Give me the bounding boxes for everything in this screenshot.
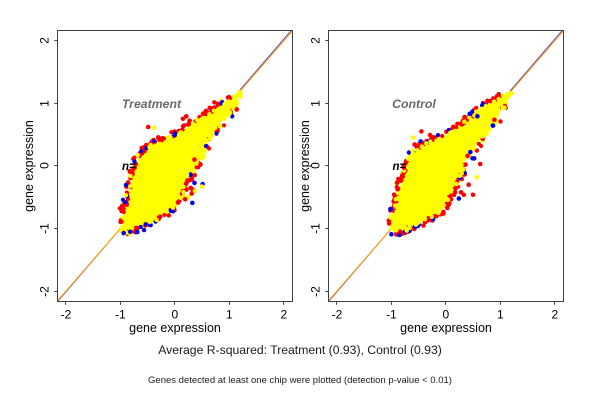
svg-text:0: 0 bbox=[38, 162, 52, 169]
svg-text:2: 2 bbox=[309, 37, 323, 44]
svg-text:n=: n= bbox=[393, 161, 407, 173]
svg-text:Average R-squared: Treatment (: Average R-squared: Treatment (0.93), Con… bbox=[158, 343, 442, 357]
svg-text:gene expression: gene expression bbox=[129, 321, 221, 335]
svg-text:gene expression: gene expression bbox=[22, 120, 36, 212]
svg-text:0: 0 bbox=[443, 308, 450, 322]
svg-text:0: 0 bbox=[172, 308, 179, 322]
svg-text:1: 1 bbox=[226, 308, 233, 322]
svg-text:gene expression: gene expression bbox=[400, 321, 492, 335]
svg-text:-1: -1 bbox=[386, 308, 397, 322]
svg-text:-2: -2 bbox=[332, 308, 343, 322]
svg-text:-2: -2 bbox=[309, 286, 323, 297]
svg-text:-2: -2 bbox=[38, 286, 52, 297]
svg-text:1: 1 bbox=[309, 100, 323, 107]
svg-text:Treatment: Treatment bbox=[122, 97, 182, 111]
svg-text:-1: -1 bbox=[309, 223, 323, 234]
svg-text:2: 2 bbox=[551, 308, 558, 322]
svg-text:1: 1 bbox=[497, 308, 504, 322]
svg-text:2: 2 bbox=[38, 37, 52, 44]
svg-text:gene expression: gene expression bbox=[298, 120, 312, 212]
svg-text:2: 2 bbox=[280, 308, 287, 322]
svg-text:-1: -1 bbox=[38, 223, 52, 234]
svg-text:1: 1 bbox=[38, 100, 52, 107]
svg-text:n=: n= bbox=[122, 161, 136, 173]
svg-text:0: 0 bbox=[309, 162, 323, 169]
svg-text:Control: Control bbox=[392, 97, 436, 111]
svg-text:-1: -1 bbox=[115, 308, 126, 322]
svg-text:Genes detected at least one ch: Genes detected at least one chip were pl… bbox=[148, 375, 452, 386]
svg-text:-2: -2 bbox=[61, 308, 72, 322]
